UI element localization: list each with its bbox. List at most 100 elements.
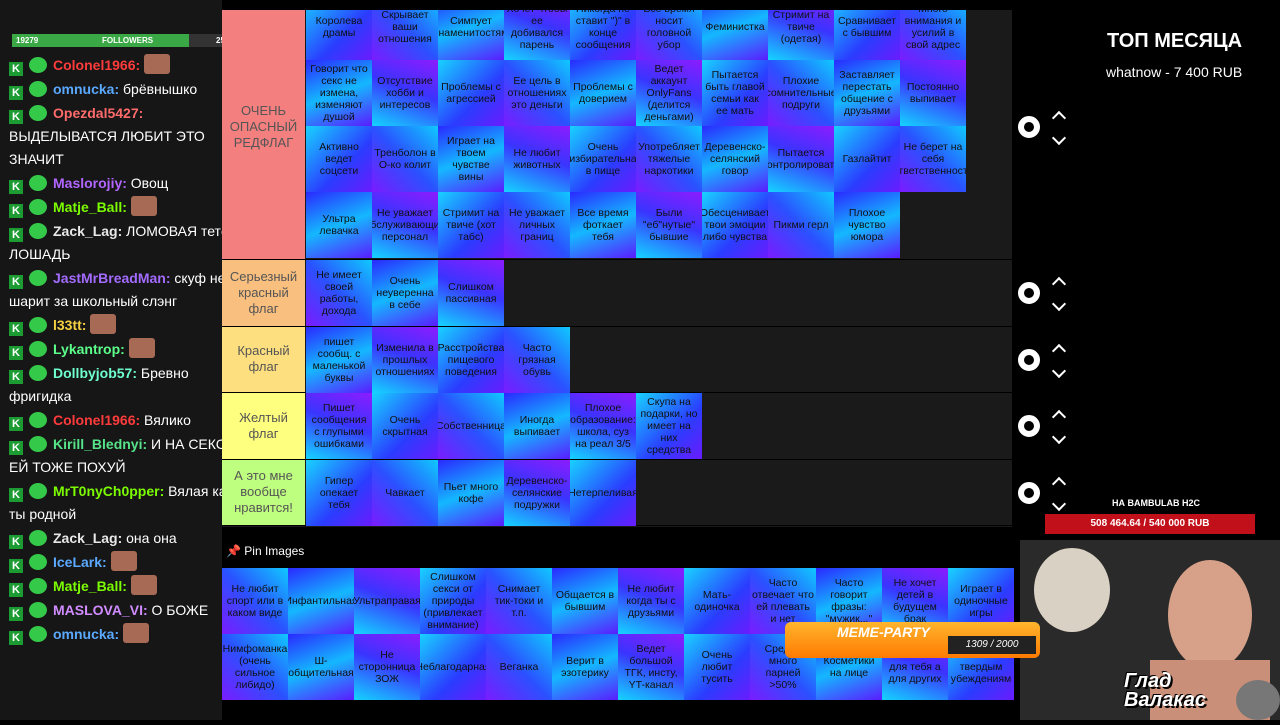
settings-gear[interactable] bbox=[1018, 348, 1040, 371]
tier-item[interactable]: Отсутствие хобби и интересов bbox=[372, 60, 438, 126]
tier-item[interactable]: Ультраправая bbox=[354, 568, 420, 634]
badge: K bbox=[9, 631, 23, 645]
move-up[interactable] bbox=[1051, 110, 1067, 126]
tier-item[interactable]: Проблемы с доверием bbox=[570, 60, 636, 126]
tier-item[interactable]: Пишет сообщения с глупыми ошибками bbox=[306, 393, 372, 459]
tier-item[interactable]: Пьет много кофе bbox=[438, 459, 504, 526]
move-down[interactable] bbox=[1051, 496, 1067, 511]
move-down[interactable] bbox=[1051, 130, 1067, 146]
tier-item[interactable]: Не берет на себя ответственность bbox=[900, 126, 966, 192]
tier-item[interactable]: Мать-одиночка bbox=[684, 568, 750, 634]
settings-gear[interactable] bbox=[1018, 481, 1040, 504]
tier-item[interactable]: Были "еб"нутые" бывшие bbox=[636, 192, 702, 258]
tier-item[interactable]: Все время носит головной убор bbox=[636, 10, 702, 60]
sub-badge bbox=[29, 626, 47, 642]
settings-gear[interactable] bbox=[1018, 415, 1040, 438]
tier-item[interactable]: Симпует знаменитостям bbox=[438, 10, 504, 60]
tier-item[interactable]: Употребляет тяжелые наркотики bbox=[636, 126, 702, 192]
move-up[interactable] bbox=[1051, 476, 1067, 491]
tier-item[interactable]: Много внимания и усилий в свой адрес bbox=[900, 10, 966, 60]
sub-badge bbox=[29, 317, 47, 333]
badge: K bbox=[9, 583, 23, 597]
tier-item[interactable]: Сравнивает с бывшим bbox=[834, 10, 900, 60]
tier-item[interactable]: Нетерпеливая bbox=[570, 459, 636, 526]
move-up[interactable] bbox=[1051, 277, 1067, 292]
tier-item[interactable]: Обесценивает твои эмоции либо чувства bbox=[702, 192, 768, 258]
username: Colonel1966: bbox=[53, 412, 141, 428]
tier-item[interactable]: Не любит животных bbox=[504, 126, 570, 192]
tier-item[interactable]: Расстройства пищевого поведения bbox=[438, 326, 504, 393]
tier-item[interactable]: Плохое чувство юмора bbox=[834, 192, 900, 258]
tier-item[interactable]: Не имеет своей работы, дохода bbox=[306, 260, 372, 326]
tier-item[interactable]: Нимфоманка (очень сильное либидо) bbox=[222, 634, 288, 700]
tier-item[interactable]: Ш-общительная bbox=[288, 634, 354, 700]
tier-item[interactable]: Изменила в прошлых отношениях bbox=[372, 326, 438, 393]
message-text: Бревно фригидка bbox=[9, 365, 189, 404]
tier-item[interactable]: Деревенско-селянские подружки bbox=[504, 459, 570, 526]
tier-item[interactable]: Никогда не ставит ")" в конце сообщения bbox=[570, 10, 636, 60]
tier-item[interactable]: Собственница bbox=[438, 393, 504, 459]
tier-item[interactable]: Пытается контролировать bbox=[768, 126, 834, 192]
tier-item[interactable]: Ведет большой ТГК, инсту, YT-канал bbox=[618, 634, 684, 700]
tier-item[interactable]: Деревенско-селянский говор bbox=[702, 126, 768, 192]
tier-item[interactable]: Не уважает обслуживающий персонал bbox=[372, 192, 438, 258]
tier-item[interactable]: Королева драмы bbox=[306, 10, 372, 60]
tier-item[interactable]: Пытается быть главой семьи как ее мать bbox=[702, 60, 768, 126]
tier-item[interactable]: Ведет аккаунт OnlyFans (делится деньгами… bbox=[636, 60, 702, 126]
move-down[interactable] bbox=[1051, 430, 1067, 445]
tier-item[interactable]: Чавкает bbox=[372, 459, 438, 526]
tier-item[interactable]: Все время фоткает тебя bbox=[570, 192, 636, 258]
tier-item[interactable]: Инфантильная bbox=[288, 568, 354, 634]
tier-item[interactable]: Очень скрытная bbox=[372, 393, 438, 459]
tier-item[interactable]: Скупа на подарки, но имеет на них средст… bbox=[636, 393, 702, 459]
tier-item[interactable]: Не любит когда ты с друзьями bbox=[618, 568, 684, 634]
sub-badge bbox=[29, 365, 47, 381]
tier-item[interactable]: Стримит на твиче (одетая) bbox=[768, 10, 834, 60]
tier-item[interactable]: Очень неуверенна в себе bbox=[372, 260, 438, 326]
tier-label: Серьезный красный флаг bbox=[222, 260, 305, 326]
move-down[interactable] bbox=[1051, 297, 1067, 312]
tier-item[interactable]: Заставляет перестать общение с друзьями bbox=[834, 60, 900, 126]
tier-item[interactable]: Неблагодарная bbox=[420, 634, 486, 700]
pin-images[interactable]: 📌 Pin Images bbox=[226, 544, 305, 558]
tier-item[interactable]: Пикми герл bbox=[768, 192, 834, 258]
tier-item[interactable]: Часто грязная обувь bbox=[504, 326, 570, 393]
tier-item[interactable]: Газлайтит bbox=[834, 126, 900, 192]
tier-item[interactable]: Говорит что секс не измена, изменяют душ… bbox=[306, 60, 372, 126]
tier-item[interactable]: Активно ведет соцсети bbox=[306, 126, 372, 192]
tier-item[interactable]: Не любит спорт или в каком виде bbox=[222, 568, 288, 634]
move-up[interactable] bbox=[1051, 410, 1067, 425]
tier-item[interactable]: Слишком пассивная bbox=[438, 260, 504, 326]
settings-gear[interactable] bbox=[1018, 116, 1040, 138]
tier-item[interactable]: Верит в эзотерику bbox=[552, 634, 618, 700]
tier-item[interactable]: Не уважает личных границ bbox=[504, 192, 570, 258]
username: IceLark: bbox=[53, 554, 107, 570]
tier-item[interactable]: Ультра левачка bbox=[306, 192, 372, 258]
sub-badge bbox=[29, 105, 47, 121]
tier-item[interactable]: Очень избирательна в пище bbox=[570, 126, 636, 192]
tier-item[interactable]: Общается в бывшим bbox=[552, 568, 618, 634]
tier-item[interactable]: Играет на твоем чувстве вины bbox=[438, 126, 504, 192]
tier-item[interactable]: Иногда выпивает bbox=[504, 393, 570, 459]
settings-gear[interactable] bbox=[1018, 282, 1040, 305]
tier-item[interactable]: Веганка bbox=[486, 634, 552, 700]
move-down[interactable] bbox=[1051, 363, 1067, 378]
tier-item[interactable]: Тренболон в О-ко колит bbox=[372, 126, 438, 192]
tier-item[interactable]: пишет сообщ. с маленькой буквы bbox=[306, 326, 372, 393]
tier-item[interactable]: Плохие (сомнительные) подруги bbox=[768, 60, 834, 126]
tier-item[interactable]: Плохое образование: школа, суз на реал 3… bbox=[570, 393, 636, 459]
tier-item[interactable]: Очень любит тусить bbox=[684, 634, 750, 700]
tier-item[interactable]: Стримит на твиче (хот табс) bbox=[438, 192, 504, 258]
move-up[interactable] bbox=[1051, 343, 1067, 358]
tier-item[interactable]: Не сторонница ЗОЖ bbox=[354, 634, 420, 700]
goal-bar: 508 464.64 / 540 000 RUB bbox=[1045, 514, 1255, 534]
tier-item[interactable]: Феминистка bbox=[702, 10, 768, 60]
tier-item[interactable]: Снимает тик-токи и т.п. bbox=[486, 568, 552, 634]
tier-item[interactable]: Ее цель в отношениях это деньги bbox=[504, 60, 570, 126]
tier-item[interactable]: Постоянно выпивает bbox=[900, 60, 966, 126]
tier-item[interactable]: Слишком секси от природы (привлекает вни… bbox=[420, 568, 486, 634]
tier-item[interactable]: Скрывает ваши отношения bbox=[372, 10, 438, 60]
tier-item[interactable]: Гипер опекает тебя bbox=[306, 459, 372, 526]
tier-item[interactable]: Проблемы с агрессией bbox=[438, 60, 504, 126]
tier-item[interactable]: Хочет чтобы ее добивался парень bbox=[504, 10, 570, 60]
